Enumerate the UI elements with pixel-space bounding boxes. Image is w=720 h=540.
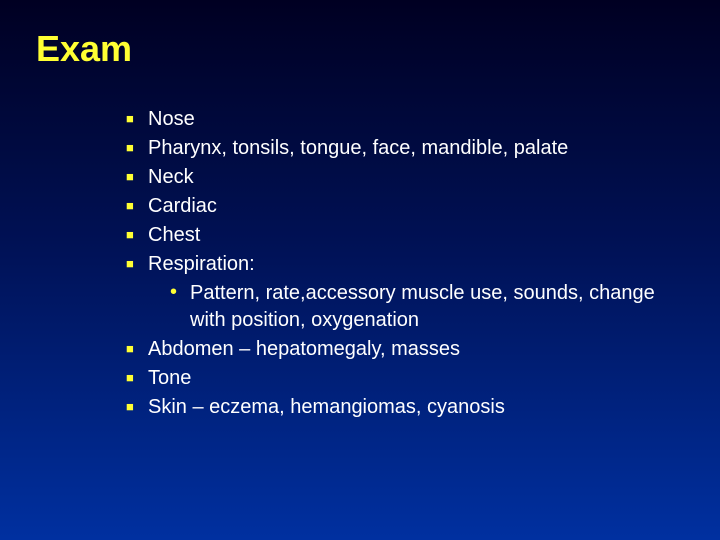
list-item: Respiration: Pattern, rate,accessory mus… [126,251,684,334]
list-item: Abdomen – hepatomegaly, masses [126,336,684,363]
list-item-text: Pharynx, tonsils, tongue, face, mandible… [148,137,568,159]
list-item: Neck [126,164,684,191]
list-item-text: Respiration: [148,253,255,275]
list-item-text: Cardiac [148,195,217,217]
list-item-text: Abdomen – hepatomegaly, masses [148,338,460,360]
list-item: Skin – eczema, hemangiomas, cyanosis [126,394,684,421]
list-item-text: Neck [148,166,194,188]
list-item-text: Tone [148,367,191,389]
list-item: Tone [126,365,684,392]
list-item-text: Nose [148,108,195,130]
slide-title: Exam [36,28,684,70]
sub-list-item: Pattern, rate,accessory muscle use, soun… [170,280,684,334]
list-item: Cardiac [126,193,684,220]
list-item: Chest [126,222,684,249]
list-item-text: Chest [148,224,200,246]
list-item-text: Skin – eczema, hemangiomas, cyanosis [148,396,505,418]
list-item: Nose [126,106,684,133]
list-item: Pharynx, tonsils, tongue, face, mandible… [126,135,684,162]
slide: Exam Nose Pharynx, tonsils, tongue, face… [0,0,720,540]
sub-list-item-text: Pattern, rate,accessory muscle use, soun… [190,282,655,331]
bullet-list: Nose Pharynx, tonsils, tongue, face, man… [126,106,684,421]
sub-bullet-list: Pattern, rate,accessory muscle use, soun… [170,280,684,334]
